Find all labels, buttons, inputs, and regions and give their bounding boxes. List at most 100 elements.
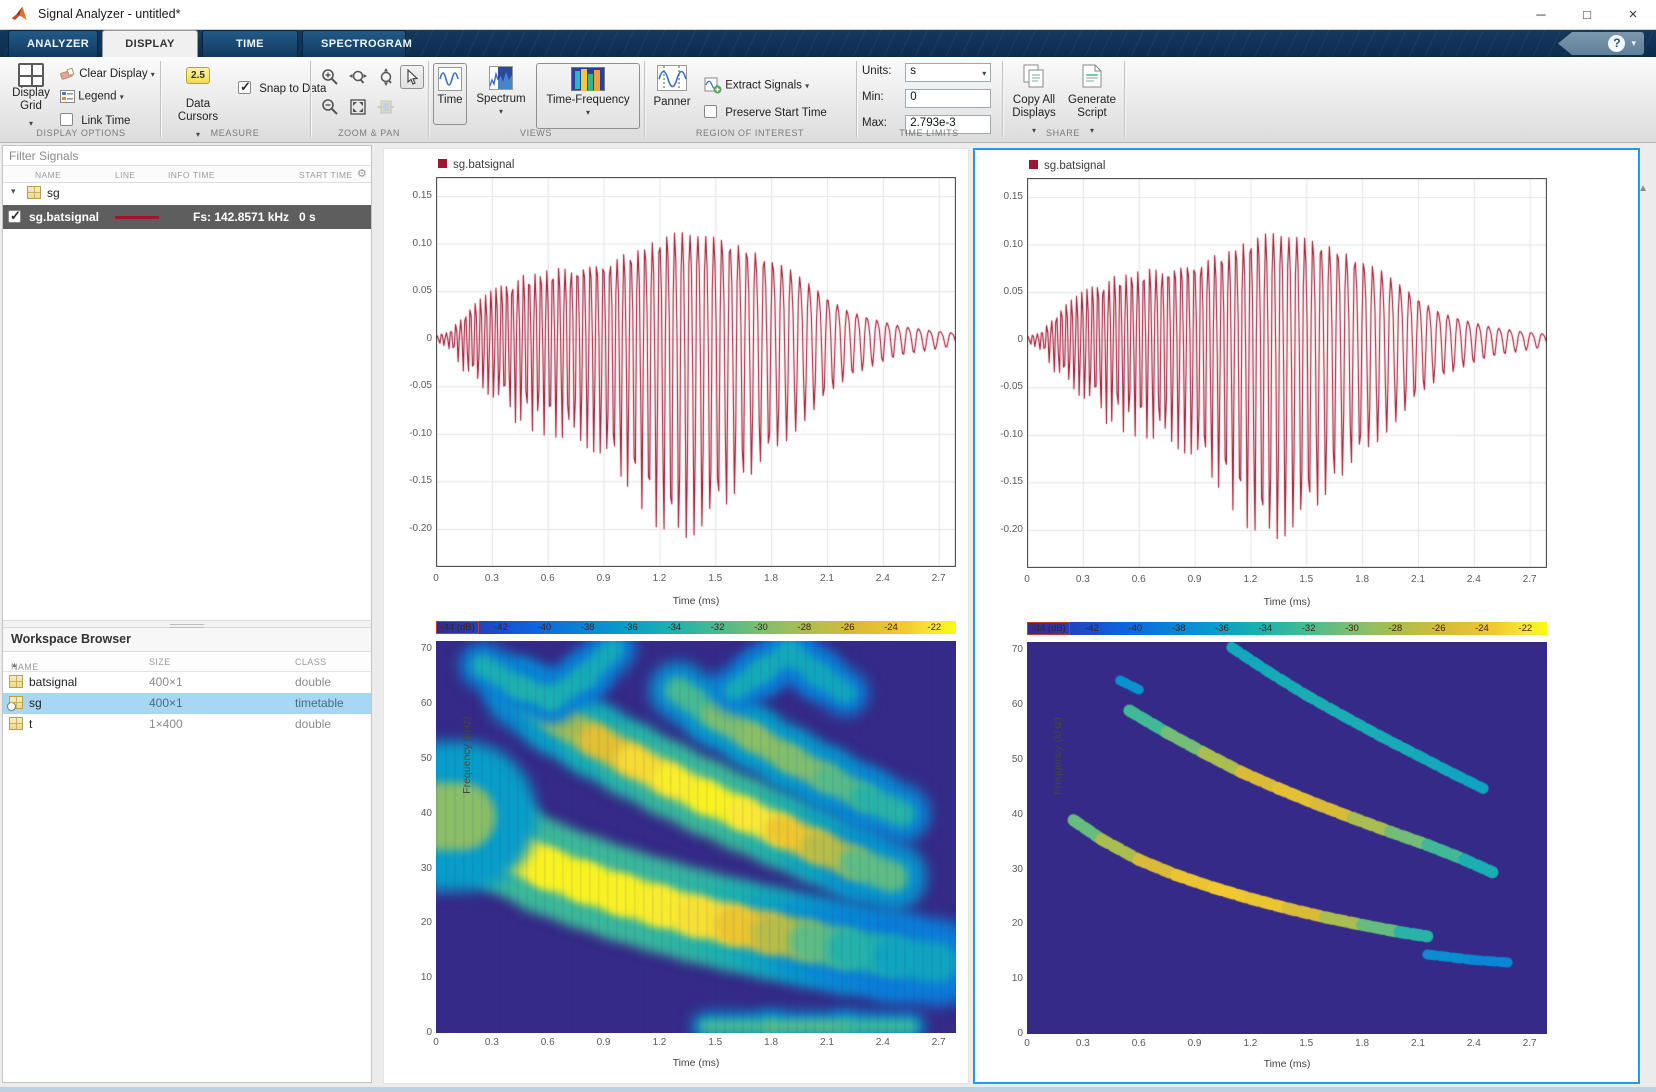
ws-row-t[interactable]: t 1×400 double [3, 714, 371, 735]
tree-collapse-icon[interactable]: ▾ [11, 186, 16, 196]
display-panel-1[interactable]: sg.batsignal Time (ms) -44 (dB) -42 -40 -38… [383, 148, 969, 1084]
units-select[interactable]: s ▾ [905, 63, 992, 82]
col-line[interactable]: LINE [115, 170, 136, 180]
tick-label: 0.9 [1187, 1038, 1202, 1049]
signal-table-header: NAME LINE INFO TIME START TIME ⚙ [3, 166, 371, 183]
generate-script-button[interactable]: Generate Script ▾ [1066, 63, 1118, 138]
section-label-display-options: DISPLAY OPTIONS [36, 128, 126, 138]
toolstrip: Display Grid ▾ Clear Display ▾ Legend ▾ … [0, 57, 1656, 194]
minimize-icon[interactable]: ─ [1536, 7, 1546, 22]
zoom-in-x-button[interactable] [346, 65, 370, 89]
data-cursors-button[interactable]: 2.5 Data Cursors ▾ [166, 65, 230, 142]
chevron-down-icon: ▾ [1031, 126, 1036, 135]
zoom-in-y-button[interactable] [374, 65, 398, 89]
extract-signals-icon [704, 77, 722, 94]
display-panel-2[interactable]: sg.batsignal Time (ms) -44 (dB) -42 -40 -38… [973, 148, 1640, 1084]
ws-size: 400×1 [149, 696, 183, 710]
view-time-button[interactable]: Time [433, 63, 467, 125]
close-icon[interactable]: × [1628, 6, 1638, 23]
time-plot[interactable] [436, 177, 956, 567]
panel-splitter[interactable] [3, 620, 371, 628]
tick-label: -0.10 [409, 427, 432, 439]
chevron-down-icon: ▾ [195, 130, 200, 139]
toolstrip-tabs: ANALYZER DISPLAY TIME SPECTROGRAM ? ▾ [0, 30, 1656, 57]
tick-label: 1.8 [1355, 574, 1370, 585]
colorbar-tick-label: -34 [667, 622, 682, 633]
snap-to-data-checkbox[interactable]: Snap to Data [238, 79, 326, 95]
min-label: Min: [862, 91, 884, 103]
gear-icon[interactable]: ⚙ [357, 168, 368, 180]
tick-label: 0 [426, 332, 432, 344]
colorbar[interactable]: -44 (dB) -42 -40 -38 -36 -34 -32 -30 -28 -26 -24 -2… [436, 621, 956, 634]
view-spectrum-button[interactable]: Spectrum ▾ [472, 63, 530, 129]
time-axis-label: Time (ms) [672, 1057, 720, 1069]
help-button[interactable]: ? ▾ [1558, 32, 1644, 55]
legend-label: sg.batsignal [453, 159, 515, 171]
col-info[interactable]: INFO [168, 170, 190, 180]
colorbar-tick-label: -38 [580, 622, 595, 633]
col-time[interactable]: TIME [193, 170, 215, 180]
tab-time[interactable]: TIME [202, 30, 298, 57]
link-time-checkbox[interactable]: Link Time [60, 113, 130, 127]
time-frequency-view-icon [571, 67, 605, 91]
pan-button[interactable] [374, 95, 398, 119]
collapse-toolstrip-icon[interactable]: ▲ [1638, 183, 1648, 194]
tick-label: 0.10 [412, 237, 432, 249]
pointer-cursor-icon [406, 69, 418, 85]
max-input[interactable]: 2.793e-3 [905, 115, 992, 134]
fit-to-view-button[interactable] [346, 95, 370, 119]
signal-name: sg.batsignal [29, 210, 100, 224]
spectrogram-plot[interactable] [436, 641, 956, 1033]
tick-label: 1.5 [1299, 574, 1314, 585]
tick-label: 50 [1011, 753, 1023, 765]
copy-all-label-2: Displays [1012, 107, 1056, 119]
clear-display-button[interactable]: Clear Display ▾ [60, 67, 155, 81]
ws-row-sg[interactable]: sg 400×1 timetable [3, 693, 371, 714]
double-array-icon [9, 675, 23, 688]
snap-to-data-checkbox-box[interactable] [238, 79, 251, 95]
tick-label: 2.7 [1522, 574, 1537, 585]
help-icon[interactable]: ? [1608, 35, 1626, 52]
panner-label: Panner [653, 96, 691, 108]
colorbar[interactable]: -44 (dB) -42 -40 -38 -36 -34 -32 -30 -28 -26 -24 -2… [1027, 622, 1547, 635]
window-title: Signal Analyzer - untitled* [38, 7, 181, 21]
col-name[interactable]: NAME [35, 170, 62, 180]
copy-all-displays-button[interactable]: Copy All Displays ▾ [1008, 63, 1060, 138]
view-time-frequency-button[interactable]: Time-Frequency ▾ [536, 63, 640, 129]
section-label-share: SHARE [1045, 128, 1080, 138]
link-time-checkbox-box[interactable] [60, 113, 73, 126]
tick-label: 0 [1017, 1028, 1023, 1039]
signal-row-batsignal[interactable]: sg.batsignal Fs: 142.8571 kHz 0 s [3, 205, 371, 229]
time-view-icon [438, 67, 462, 91]
zoom-in-x-icon [349, 70, 367, 84]
display-grid-button[interactable]: Display Grid ▾ [8, 63, 54, 131]
min-input[interactable]: 0 [905, 89, 992, 108]
tick-label: 2.4 [875, 573, 890, 584]
ws-row-batsignal[interactable]: batsignal 400×1 double [3, 672, 371, 693]
filter-signals-input[interactable]: Filter Signals [3, 146, 371, 166]
extract-signals-button[interactable]: Extract Signals ▾ [704, 77, 809, 94]
zoom-in-button[interactable] [318, 65, 342, 89]
workspace-header: NAME ▲ SIZE CLASS [3, 652, 371, 672]
maximize-icon[interactable]: □ [1583, 7, 1591, 22]
legend-button[interactable]: Legend ▾ [60, 90, 124, 103]
zoom-out-button[interactable] [318, 95, 342, 119]
fit-to-view-icon [350, 99, 366, 115]
tab-spectrogram[interactable]: SPECTROGRAM [302, 30, 412, 57]
tab-analyzer[interactable]: ANALYZER [8, 30, 98, 57]
ws-col-size[interactable]: SIZE [149, 657, 171, 667]
tick-label: 60 [1011, 699, 1023, 711]
col-start-time[interactable]: START TIME [299, 170, 353, 180]
preserve-start-time-checkbox-box[interactable] [704, 105, 717, 118]
tick-label: 70 [420, 643, 432, 655]
tab-display[interactable]: DISPLAY [102, 30, 198, 57]
preserve-start-time-checkbox[interactable]: Preserve Start Time [704, 105, 827, 119]
ws-col-class[interactable]: CLASS [295, 657, 327, 667]
spectrogram-plot[interactable] [1027, 642, 1547, 1034]
time-plot[interactable] [1027, 178, 1547, 568]
tick-label: -0.05 [409, 380, 432, 392]
panner-button[interactable]: Panner [650, 65, 694, 109]
signal-group-row[interactable]: ▾ sg [3, 183, 371, 205]
signal-checkbox[interactable] [8, 208, 21, 224]
pointer-select-button[interactable] [400, 65, 424, 89]
